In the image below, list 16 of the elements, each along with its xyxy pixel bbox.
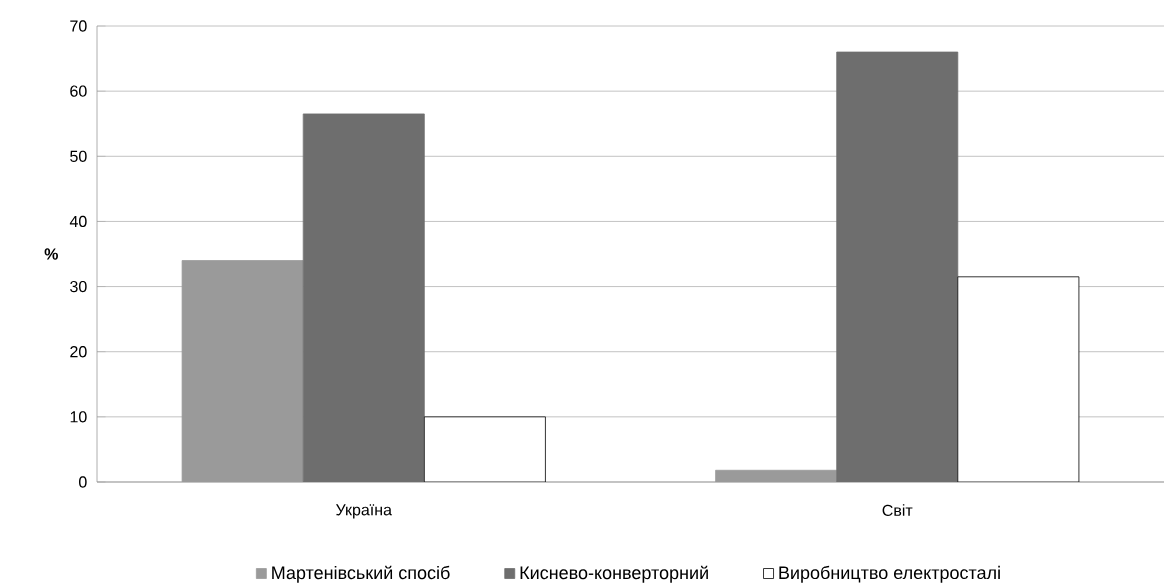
y-tick-label: 20 [70,346,87,358]
y-tick-label: 0 [79,476,87,488]
x-tick-label: Україна [335,504,392,519]
y-tick-label: 10 [70,411,87,423]
y-tick-label: 30 [70,280,87,293]
legend-label: Мартенівський спосіб [272,565,450,583]
x-tick-label: Світ [882,504,913,517]
y-tick-label: 60 [70,85,87,97]
bar [423,416,546,482]
y-tick-label: 70 [70,20,87,32]
y-axis-title: % [44,248,58,260]
y-tick-label: 50 [70,150,87,162]
y-tick-label: 40 [69,215,87,228]
bar [957,276,1080,482]
legend-label: Киснево-конверторний [520,565,708,583]
legend-label: Виробництво електросталі [779,565,1000,583]
